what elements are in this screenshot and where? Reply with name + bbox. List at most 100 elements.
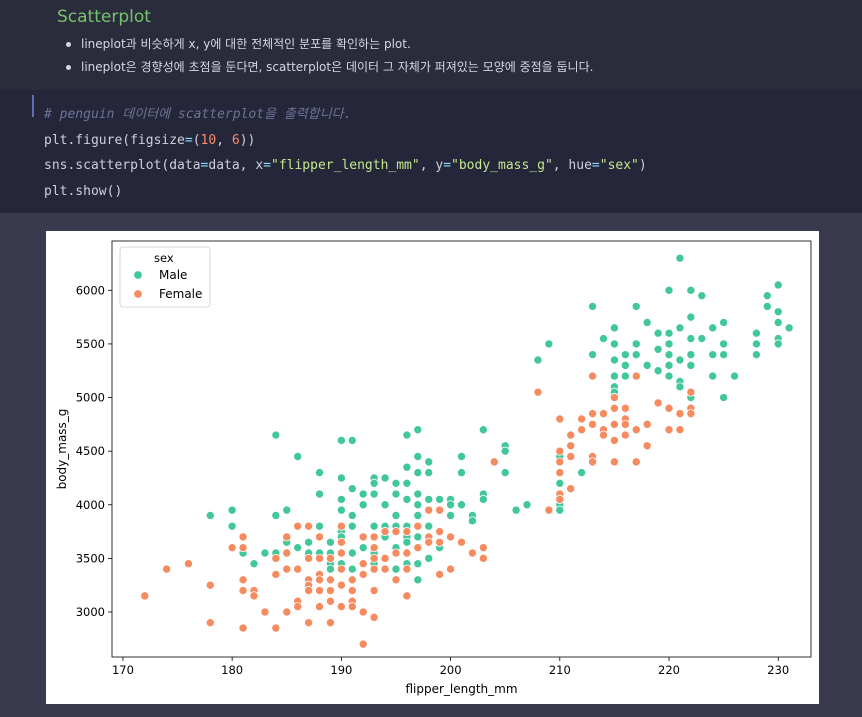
data-point-female <box>533 387 543 397</box>
data-point-male <box>708 323 718 333</box>
data-point-male <box>511 505 521 515</box>
bullet-text: lineplot은 경향성에 초점을 둔다면, scatterplot은 데이터… <box>81 60 594 74</box>
x-tick-label: 190 <box>330 663 352 677</box>
data-point-male <box>413 510 423 520</box>
data-point-male <box>588 350 598 360</box>
data-point-female <box>315 586 325 596</box>
legend-label-female: Female <box>159 287 202 301</box>
code-operator: = <box>184 132 193 148</box>
data-point-female <box>609 435 619 445</box>
data-point-female <box>402 548 412 558</box>
code-token: , <box>216 132 232 148</box>
data-point-male <box>336 494 346 504</box>
data-point-female <box>336 521 346 531</box>
data-point-female <box>620 430 630 440</box>
legend-label-male: Male <box>159 268 187 282</box>
data-point-male <box>609 355 619 365</box>
y-tick-label: 3000 <box>76 605 105 619</box>
code-operator: = <box>263 158 271 173</box>
bullet-list: lineplot과 비슷하게 x, y에 대한 전체적인 분포를 확인하는 pl… <box>66 35 593 81</box>
markdown-cell[interactable]: Scatterplot lineplot과 비슷하게 x, y에 대한 전체적인… <box>0 0 862 90</box>
data-point-female <box>391 527 401 537</box>
y-tick-label: 6000 <box>76 283 105 297</box>
data-point-female <box>293 602 303 612</box>
data-point-female <box>588 419 598 429</box>
data-point-male <box>413 468 423 478</box>
data-point-female <box>238 532 248 542</box>
data-point-female <box>358 532 368 542</box>
data-point-male <box>719 317 729 327</box>
legend-title: sex <box>154 251 174 265</box>
data-point-male <box>293 452 303 462</box>
data-point-female <box>315 575 325 585</box>
data-point-female <box>631 371 641 381</box>
data-point-male <box>402 430 412 440</box>
data-point-female <box>325 586 335 596</box>
data-point-female <box>653 398 663 408</box>
data-point-female <box>446 532 456 542</box>
data-point-female <box>260 607 270 617</box>
data-point-female <box>435 569 445 579</box>
data-point-female <box>238 623 248 633</box>
data-point-male <box>347 521 357 531</box>
data-point-male <box>282 505 292 515</box>
data-point-female <box>598 409 608 419</box>
data-point-female <box>566 484 576 494</box>
code-token: plt.figure(figsize <box>44 132 185 148</box>
y-tick-label: 5000 <box>76 391 105 405</box>
data-point-female <box>391 575 401 585</box>
data-point-male <box>304 537 314 547</box>
data-point-male <box>435 494 445 504</box>
data-point-female <box>664 425 674 435</box>
data-point-male <box>664 350 674 360</box>
data-point-male <box>719 393 729 403</box>
data-point-female <box>566 441 576 451</box>
y-axis-label: body_mass_g <box>55 409 69 490</box>
data-point-female <box>598 430 608 440</box>
data-point-female <box>271 569 281 579</box>
code-editor[interactable]: # penguin 데이터에 scatterplot을 출력합니다. plt.f… <box>44 105 647 207</box>
data-point-female <box>325 596 335 606</box>
data-point-female <box>358 639 368 649</box>
data-point-female <box>271 623 281 633</box>
plot-frame <box>111 240 812 658</box>
data-point-male <box>697 291 707 301</box>
data-point-male <box>325 564 335 574</box>
data-point-male <box>227 521 237 531</box>
y-tick-label: 5500 <box>76 337 105 351</box>
code-string: "flipper_length_mm" <box>271 158 420 173</box>
data-point-female <box>315 602 325 612</box>
data-point-female <box>555 494 565 504</box>
code-string: "sex" <box>599 158 639 173</box>
code-token: )) <box>239 132 256 148</box>
data-point-female <box>402 591 412 601</box>
code-line-scatterplot: sns.scatterplot(data=data, x="flipper_le… <box>44 156 647 182</box>
data-point-female <box>282 548 292 558</box>
code-operator: = <box>591 158 600 173</box>
code-token: sns.scatterplot(data <box>44 158 201 173</box>
data-point-male <box>380 473 390 483</box>
data-point-female <box>675 409 685 419</box>
section-title: Scatterplot <box>57 7 151 27</box>
x-tick-label: 180 <box>221 663 243 677</box>
x-tick-label: 210 <box>549 663 571 677</box>
data-point-male <box>413 425 423 435</box>
data-point-male <box>358 489 368 499</box>
data-point-female <box>369 553 379 563</box>
data-point-male <box>369 521 379 531</box>
data-point-male <box>391 478 401 488</box>
code-cell[interactable]: # penguin 데이터에 scatterplot을 출력합니다. plt.f… <box>0 90 862 213</box>
data-point-male <box>315 489 325 499</box>
data-point-male <box>271 510 281 520</box>
data-point-female <box>566 452 576 462</box>
code-token: , hue <box>552 158 592 173</box>
legend-marker-female <box>133 289 143 299</box>
data-point-male <box>653 344 663 354</box>
data-point-female <box>413 543 423 553</box>
data-point-male <box>686 350 696 360</box>
data-point-male <box>347 548 357 558</box>
data-point-female <box>435 527 445 537</box>
data-point-female <box>315 532 325 542</box>
data-point-female <box>238 586 248 596</box>
data-point-male <box>719 339 729 349</box>
